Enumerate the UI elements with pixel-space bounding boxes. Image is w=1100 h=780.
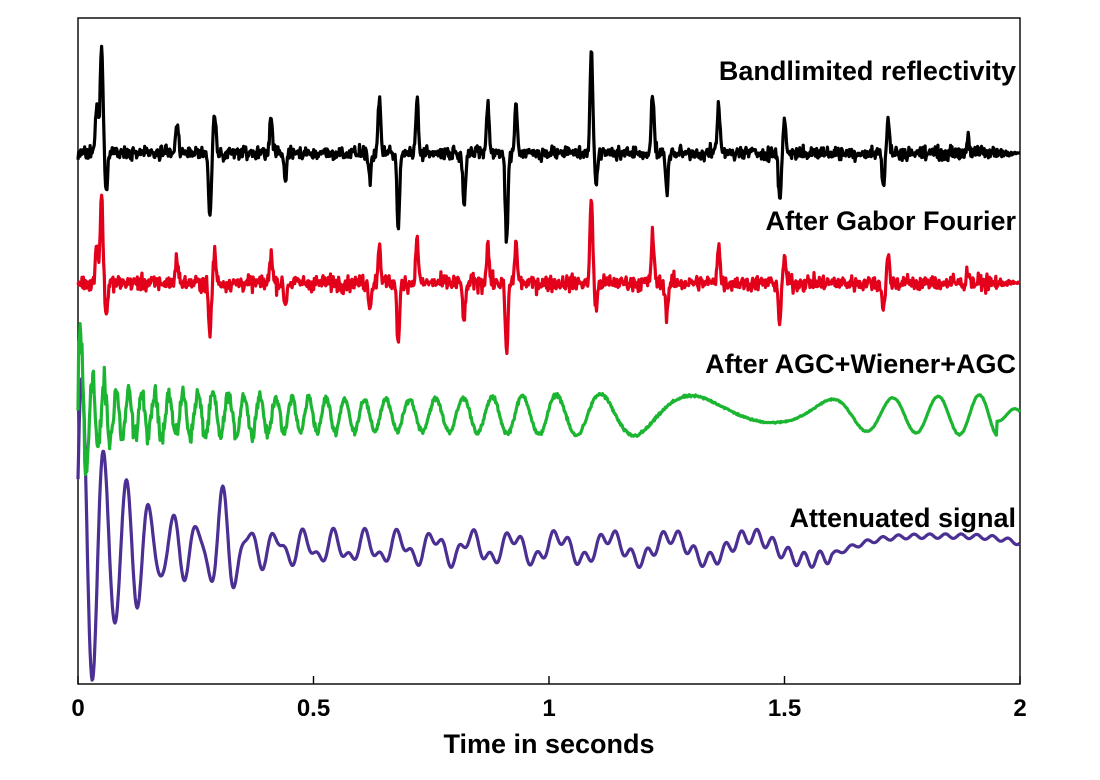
x-axis-title: Time in seconds [443, 729, 654, 759]
x-axis: 0 0.5 1 1.5 2 [71, 676, 1027, 722]
x-tick-label: 2 [1013, 695, 1026, 722]
trace-labels: Bandlimited reflectivity After Gabor Four… [705, 56, 1016, 533]
plot-frame [77, 17, 1021, 685]
series-line-after-gabor-fourier [76, 193, 1021, 355]
series-line-attenuated-signal [76, 376, 1021, 682]
x-tick-label: 0 [71, 695, 84, 722]
trace-label-attenuated-signal: Attenuated signal [789, 503, 1016, 533]
trace-label-after-gabor-fourier: After Gabor Fourier [765, 206, 1016, 236]
x-tick-label: 0.5 [297, 695, 330, 722]
series-line-after-agc-wiener-agc [76, 322, 1022, 477]
trace-label-after-agc-wiener-agc: After AGC+Wiener+AGC [705, 349, 1016, 379]
series-line-bandlimited-reflectivity [76, 44, 1021, 244]
x-tick-label: 1.5 [768, 695, 801, 722]
x-tick-label: 1 [542, 695, 555, 722]
traces [76, 44, 1022, 682]
trace-label-bandlimited-reflectivity: Bandlimited reflectivity [719, 56, 1016, 86]
